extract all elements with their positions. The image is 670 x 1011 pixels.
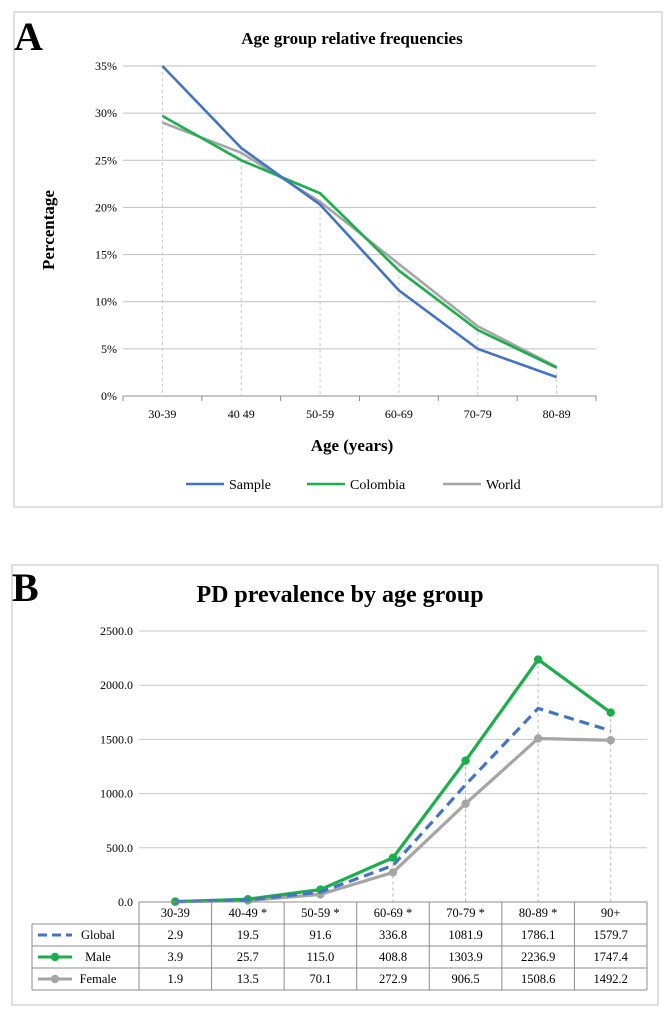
panel-b-table-value: 1747.4 — [594, 950, 629, 964]
panel-b-point-male — [461, 756, 470, 765]
panel-b-table-value: 13.5 — [237, 972, 259, 986]
panel-b-letter: B — [12, 565, 39, 610]
panel-b-point-female — [533, 734, 543, 743]
panel-b-table-value: 19.5 — [237, 928, 259, 942]
panel-b-table-value: 906.5 — [452, 972, 480, 986]
panel-b-x-tick-label: 30-39 — [161, 906, 190, 920]
panel-b-table-value: 408.8 — [379, 950, 407, 964]
panel-a-legend-label: Colombia — [350, 478, 406, 493]
panel-a-y-tick-label: 30% — [95, 106, 117, 120]
panel-b-table-value: 336.8 — [379, 928, 407, 942]
panel-b-table-value: 1303.9 — [448, 950, 482, 964]
panel-b-data-table: 30-39 40-49 * 50-59 * 60-69 * 70-79 * 80-89 *… — [31, 901, 648, 991]
panel-b-table-value: 3.9 — [167, 950, 183, 964]
panel-a-series-line-sample — [161, 65, 558, 379]
panel-b-point-male — [533, 655, 543, 664]
panel-b-frame — [11, 564, 659, 1006]
panel-a-series-line-colombia — [161, 114, 558, 369]
panel-b-x-tick-label: 40-49 * — [229, 906, 268, 920]
panel-a-y-ticks: 0% 5% 10% 15% 20% 25% 30% 35% — [95, 59, 117, 403]
panel-b-table-value: 1081.9 — [448, 928, 482, 942]
panel-b-table-value: 1579.7 — [594, 928, 628, 942]
panel-b-table-value: 272.9 — [379, 972, 407, 986]
panel-b-point-female — [388, 868, 398, 877]
panel-b-legend-marker — [50, 974, 60, 984]
panel-b-y-tick-label: 1500.0 — [100, 732, 133, 746]
panel-b-y-tick-label: 2500.0 — [100, 624, 133, 638]
panel-b-point-female — [461, 799, 470, 808]
panel-a-legend-label: World — [486, 478, 521, 493]
panel-b-series — [171, 655, 615, 906]
panel-b-table-value: 1508.6 — [521, 972, 555, 986]
panel-b-table-value: 115.0 — [307, 950, 335, 964]
panel-a-legend-label: Sample — [229, 478, 271, 493]
panel-b-y-tick-label: 0.0 — [118, 895, 133, 909]
panel-a-letter: A — [14, 14, 43, 59]
panel-b-y-tick-label: 500.0 — [106, 841, 133, 855]
panel-a-x-tick-label: 60-69 — [385, 407, 413, 421]
panel-b-point-male — [388, 853, 398, 862]
panel-a-title: Age group relative frequencies — [241, 29, 463, 48]
panel-b-table-value: 1786.1 — [521, 928, 555, 942]
panel-b-point-female — [606, 736, 615, 745]
panel-b-title: PD prevalence by age group — [196, 582, 483, 608]
panel-a-y-tick-label: 0% — [101, 389, 117, 403]
panel-a-series — [161, 65, 558, 379]
panel-a-x-ticks: 30-39 40 49 50-59 60-69 70-79 80-89 — [148, 407, 570, 421]
panel-b-x-tick-label: 50-59 * — [301, 906, 340, 920]
panel-b-guides — [174, 659, 612, 902]
panel-a-legend: Sample Colombia World — [186, 478, 521, 493]
panel-b-table-value: 1492.2 — [594, 972, 628, 986]
panel-b-legend-label: Male — [85, 950, 111, 964]
panel-a-y-tick-label: 20% — [95, 200, 117, 214]
panel-a-y-axis-title: Percentage — [39, 190, 58, 270]
panel-b-legend-marker — [50, 952, 60, 962]
panel-a-x-tick-label: 80-89 — [543, 407, 571, 421]
panel-a-y-tick-label: 5% — [101, 342, 117, 356]
panel-b-table-value: 91.6 — [309, 928, 331, 942]
panel-a-y-tick-label: 35% — [95, 59, 117, 73]
panel-b-x-tick-label: 80-89 * — [519, 906, 558, 920]
panel-a-x-tick-label: 70-79 — [464, 407, 492, 421]
panel-a-guides — [161, 66, 558, 396]
panel-b-y-ticks: 0.0 500.0 1000.0 1500.0 2000.0 2500.0 — [100, 624, 133, 909]
panel-a-series-line-world — [161, 121, 558, 368]
panel-a-x-tick-label: 50-59 — [306, 407, 334, 421]
panel-b-x-tick-label: 90+ — [601, 906, 621, 920]
panel-b-x-tick-label: 60-69 * — [374, 906, 413, 920]
panel-b-series-line-global — [175, 706, 612, 904]
panel-b-table-value: 25.7 — [237, 950, 259, 964]
panel-b-table-value: 1.9 — [167, 972, 183, 986]
panel-b-legend-label: Female — [80, 972, 117, 986]
panel-a-x-tick-label: 40 49 — [228, 407, 255, 421]
panel-b-table-value: 70.1 — [309, 972, 331, 986]
panel-b-table-value: 2.9 — [167, 928, 183, 942]
panel-b-point-male — [606, 708, 615, 717]
panel-a-y-tick-label: 15% — [95, 248, 117, 262]
panel-b-y-tick-label: 2000.0 — [100, 678, 133, 692]
panel-b-y-tick-label: 1000.0 — [100, 787, 133, 801]
panel-b-legend-label: Global — [81, 928, 116, 942]
panel-b-table-value: 2236.9 — [521, 950, 555, 964]
panel-a-x-tick-label: 30-39 — [148, 407, 176, 421]
panel-a-y-tick-label: 10% — [95, 295, 117, 309]
panel-a-frame — [13, 11, 663, 508]
panel-b-x-tick-label: 70-79 * — [446, 906, 485, 920]
panel-a-x-axis-title: Age (years) — [311, 436, 394, 455]
panel-a-y-tick-label: 25% — [95, 153, 117, 167]
